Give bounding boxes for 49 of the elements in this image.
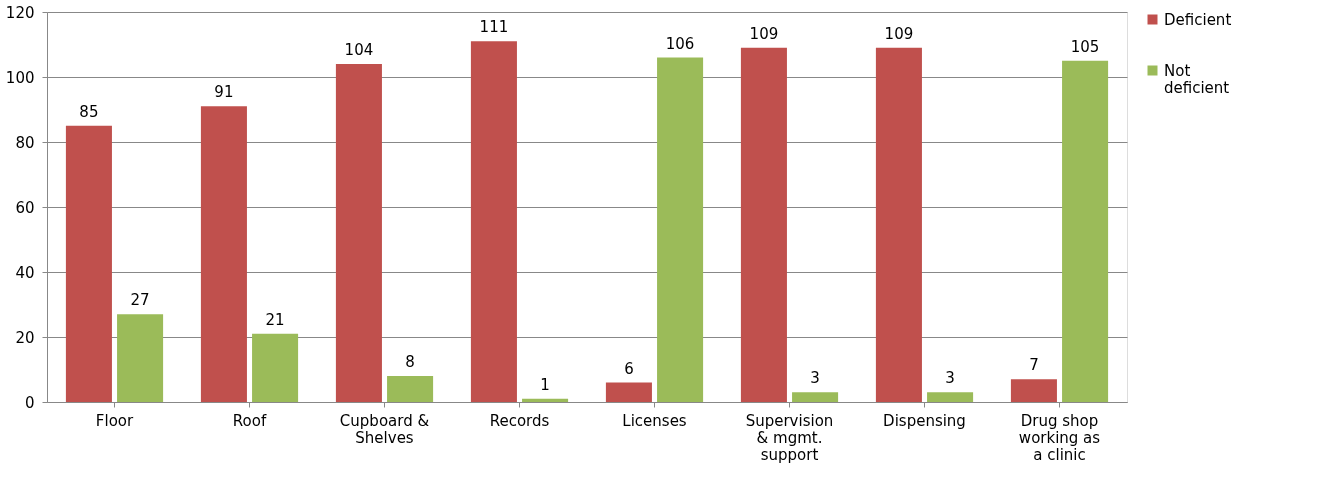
data-label: 105: [1070, 37, 1100, 56]
y-tick-label: 100: [5, 68, 35, 87]
bar: [740, 47, 787, 402]
data-label: 111: [479, 18, 509, 37]
data-label: 106: [665, 34, 695, 53]
bar: [927, 392, 974, 402]
y-tick-label: 80: [15, 133, 35, 152]
x-tick-label: Drug shop working as a clinic: [1018, 411, 1101, 464]
bar: [117, 314, 164, 402]
y-tick-label: 20: [15, 328, 35, 347]
bar: [470, 41, 517, 402]
data-label: 3: [945, 369, 955, 388]
data-label: 3: [810, 369, 820, 388]
x-tick-label: Dispensing: [883, 411, 966, 430]
y-tick-label: 60: [15, 198, 35, 217]
bar: [387, 376, 434, 402]
data-label: 91: [214, 83, 234, 102]
bar: [605, 382, 652, 402]
x-tick-label: Floor: [95, 411, 134, 430]
bar: [65, 125, 112, 402]
legend-label: Not deficient: [1164, 61, 1230, 97]
bar: [252, 333, 299, 402]
data-label: 21: [265, 310, 285, 329]
data-label: 6: [624, 359, 634, 378]
data-label: 109: [749, 24, 779, 43]
data-label: 8: [405, 353, 415, 371]
x-tick-label: Records: [489, 411, 550, 430]
data-label: 85: [79, 102, 99, 121]
bar: [200, 106, 247, 402]
y-tick-label: 0: [24, 393, 35, 412]
bar: [875, 47, 922, 402]
data-label: 109: [884, 24, 914, 43]
bar: [1010, 379, 1057, 402]
bar: [522, 398, 569, 402]
bar: [1062, 60, 1109, 402]
bar: [792, 392, 839, 402]
data-label: 1: [540, 375, 550, 394]
data-label: 104: [344, 41, 374, 59]
bar: [657, 57, 704, 402]
x-tick-label: Licenses: [622, 411, 687, 430]
y-tick-label: 120: [5, 3, 35, 22]
x-tick-label: Supervision & mgmt. support: [745, 411, 834, 464]
bar: [335, 64, 382, 402]
x-tick-label: Roof: [232, 411, 267, 430]
data-label: 27: [130, 291, 150, 310]
data-label: 7: [1029, 356, 1039, 375]
x-tick-label: Cupboard & Shelves: [339, 411, 430, 447]
legend-label: Deficient: [1164, 10, 1232, 29]
y-tick-label: 40: [15, 263, 35, 282]
